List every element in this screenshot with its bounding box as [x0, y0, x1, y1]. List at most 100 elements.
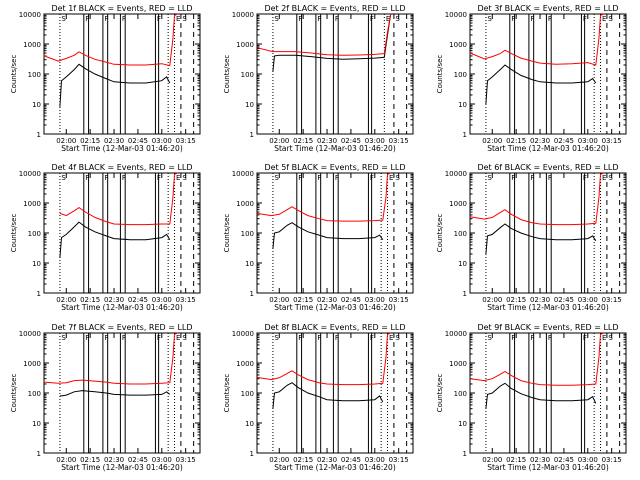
y-tick-label: 1000: [23, 360, 41, 368]
x-tick-label: 02:00: [269, 456, 289, 464]
x-tick-label: 02:15: [506, 137, 526, 145]
x-tick-label: 03:00: [365, 137, 385, 145]
y-axis-label: Counts/sec: [223, 55, 231, 94]
lld-series-line: [256, 13, 392, 56]
x-tick-label: 03:00: [152, 137, 172, 145]
y-tick-label: 10: [32, 260, 41, 268]
chart-title: Det 2f BLACK = Events, RED = LLD: [264, 4, 405, 13]
y-tick-label: 100: [454, 390, 467, 398]
x-axis-label: Start Time (12-Mar-03 01:46:20): [487, 463, 609, 472]
x-tick-label: 02:30: [317, 137, 337, 145]
marker-letter: F: [122, 334, 126, 342]
lld-series-line: [43, 332, 178, 385]
x-tick-label: 03:00: [365, 456, 385, 464]
y-tick-label: 100: [241, 71, 254, 79]
marker-letter: E: [176, 15, 180, 23]
y-tick-label: 1000: [449, 200, 467, 208]
x-axis-label: Start Time (12-Mar-03 01:46:20): [274, 144, 396, 153]
y-tick-label: 1000: [236, 360, 254, 368]
marker-letter: E: [602, 334, 606, 342]
x-tick-label: 02:00: [56, 456, 76, 464]
marker-letter: S: [608, 15, 613, 23]
x-tick-label: 02:00: [482, 456, 502, 464]
y-tick-label: 100: [241, 230, 254, 238]
x-tick-label: 02:30: [530, 137, 550, 145]
y-tick-label: 10: [32, 420, 41, 428]
y-tick-label: 100: [454, 71, 467, 79]
x-tick-label: 03:15: [176, 456, 196, 464]
plot-frame: [256, 13, 414, 135]
marker-letter: E: [176, 334, 180, 342]
x-tick-label: 02:45: [554, 456, 574, 464]
lld-series-line: [469, 13, 604, 66]
marker-letter: F: [157, 174, 161, 182]
y-tick-label: 1000: [449, 360, 467, 368]
x-tick-label: 02:30: [317, 456, 337, 464]
x-tick-label: 03:00: [152, 296, 172, 304]
marker-letter: F: [530, 174, 534, 182]
events-series-line: [272, 13, 392, 72]
chart-title: Det 3f BLACK = Events, RED = LLD: [477, 4, 618, 13]
chart-title: Det 4f BLACK = Events, RED = LLD: [51, 163, 192, 172]
marker-letter: F: [122, 174, 126, 182]
y-tick-label: 1: [250, 450, 254, 458]
x-tick-label: 02:30: [104, 296, 124, 304]
chart-panel: Det 4f BLACK = Events, RED = LLD 1 10 100 10…: [10, 163, 201, 312]
x-tick-label: 03:00: [578, 456, 598, 464]
marker-letter: S: [274, 174, 279, 182]
events-series-line: [272, 222, 384, 249]
y-tick-label: 10000: [445, 11, 467, 19]
x-tick-label: 02:15: [506, 456, 526, 464]
x-tick-label: 02:45: [341, 296, 361, 304]
lld-series-line: [43, 13, 178, 67]
x-tick-label: 03:15: [602, 137, 622, 145]
marker-letter: F: [511, 334, 515, 342]
marker-letter: F: [298, 15, 302, 23]
y-tick-label: 10: [458, 260, 467, 268]
y-axis-label: Counts/sec: [10, 55, 18, 94]
y-tick-label: 100: [241, 390, 254, 398]
chart-panel: Det 5f BLACK = Events, RED = LLD 1 10 100 10…: [223, 163, 414, 312]
x-tick-label: 02:45: [341, 137, 361, 145]
marker-letter: F: [317, 174, 321, 182]
marker-letter: E: [386, 15, 390, 23]
marker-letter: F: [548, 15, 552, 23]
x-tick-label: 02:15: [80, 137, 100, 145]
x-tick-label: 02:00: [269, 137, 289, 145]
chart-panel: Det 7f BLACK = Events, RED = LLD 1 10 100 10…: [10, 323, 201, 472]
y-tick-label: 10: [245, 420, 254, 428]
x-axis-label: Start Time (12-Mar-03 01:46:20): [61, 303, 183, 312]
y-tick-label: 1000: [23, 200, 41, 208]
marker-letter: S: [61, 334, 66, 342]
marker-letter: S: [487, 15, 492, 23]
x-tick-label: 03:15: [176, 137, 196, 145]
x-tick-label: 02:00: [56, 137, 76, 145]
marker-letter: F: [511, 174, 515, 182]
x-tick-label: 03:00: [578, 137, 598, 145]
marker-letter: E: [389, 174, 393, 182]
x-tick-label: 02:45: [128, 296, 148, 304]
marker-letter: S: [487, 334, 492, 342]
y-tick-label: 1: [250, 131, 254, 139]
y-tick-label: 10: [245, 260, 254, 268]
x-tick-label: 02:45: [128, 137, 148, 145]
y-axis-label: Counts/sec: [223, 214, 231, 253]
x-axis-label: Start Time (12-Mar-03 01:46:20): [274, 303, 396, 312]
events-series-line: [59, 63, 171, 107]
y-tick-label: 1000: [449, 41, 467, 49]
x-tick-label: 02:00: [269, 296, 289, 304]
y-axis-label: Counts/sec: [436, 374, 444, 413]
plot-frame: [256, 172, 414, 294]
y-tick-label: 10000: [232, 170, 254, 178]
marker-letter: F: [104, 174, 108, 182]
y-tick-label: 10: [458, 101, 467, 109]
marker-letter: F: [335, 334, 339, 342]
y-axis-label: Counts/sec: [436, 55, 444, 94]
x-tick-label: 03:15: [602, 296, 622, 304]
y-tick-label: 10: [458, 420, 467, 428]
marker-letter: S: [608, 174, 613, 182]
x-tick-label: 02:45: [128, 456, 148, 464]
x-tick-label: 02:30: [530, 456, 550, 464]
marker-letter: F: [85, 174, 89, 182]
y-tick-label: 1: [250, 290, 254, 298]
